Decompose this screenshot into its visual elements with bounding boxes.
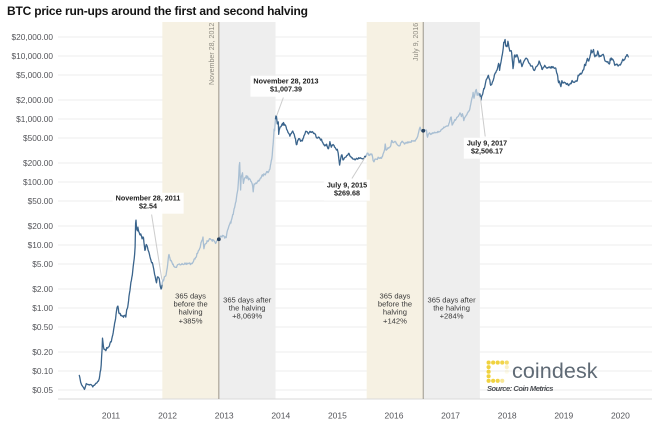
- annotation-leader-line: [276, 97, 284, 117]
- price-line: [274, 115, 367, 166]
- y-tick-label: $2.00: [32, 284, 53, 294]
- y-tick-label: $100.00: [23, 177, 53, 187]
- y-tick-label: $20.00: [28, 221, 54, 231]
- price-line: [479, 38, 629, 101]
- logo-dot: [486, 360, 491, 365]
- y-tick-label: $10,000.00: [11, 51, 53, 61]
- annotation-price: $2,506.17: [471, 147, 503, 156]
- x-tick-label: 2015: [328, 411, 347, 421]
- x-tick-label: 2016: [385, 411, 404, 421]
- coindesk-logo-icon: [486, 360, 509, 383]
- annotation-date: July 9, 2017: [466, 138, 508, 148]
- price-line: [78, 219, 163, 391]
- coindesk-brand: coindesk Source: Coin Metrics: [486, 358, 656, 398]
- annotation-date: November 28, 2013: [253, 76, 319, 86]
- logo-dot: [504, 365, 509, 370]
- band-caption-before-halving-2: 365 days before the halving +142%: [377, 291, 413, 326]
- x-tick-label: 2020: [611, 411, 630, 421]
- x-tick-label: 2012: [158, 411, 177, 421]
- y-tick-label: $1.00: [32, 303, 53, 313]
- halving-date-label-2: July 9, 2016: [412, 22, 421, 61]
- x-tick-label: 2019: [554, 411, 573, 421]
- logo-dot: [504, 360, 509, 365]
- y-tick-label: $50.00: [28, 196, 54, 206]
- logo-dot: [486, 378, 491, 383]
- y-tick-label: $500.00: [23, 133, 53, 143]
- annotation-jul-9-2015: July 9, 2015 $269.68: [323, 179, 371, 201]
- halving-band-after: [423, 22, 480, 399]
- y-tick-label: $5.00: [32, 259, 53, 269]
- y-tick-label: $0.20: [32, 347, 53, 357]
- y-tick-label: $0.05: [32, 385, 53, 395]
- annotation-price: $1,007.39: [270, 85, 302, 94]
- logo-dot: [486, 369, 491, 374]
- logo-dot: [500, 378, 505, 383]
- source-credit: Source: Coin Metrics: [487, 384, 554, 393]
- annotation-date: November 28, 2011: [115, 193, 181, 203]
- x-tick-label: 2014: [271, 411, 290, 421]
- annotation-leader-line: [151, 214, 163, 280]
- annotation-price: $269.68: [334, 189, 360, 198]
- x-tick-label: 2018: [498, 411, 517, 421]
- annotation-nov-28-2011: November 28, 2011 $2.54: [112, 192, 184, 214]
- y-tick-label: $2,000.00: [16, 95, 53, 105]
- logo-dot: [495, 360, 500, 365]
- halving-point-dot: [216, 237, 221, 242]
- annotation-leader-line: [351, 157, 366, 179]
- coindesk-wordmark: coindesk: [512, 359, 598, 383]
- x-tick-label: 2017: [441, 411, 460, 421]
- y-tick-label: $5,000.00: [16, 70, 53, 80]
- logo-dot: [491, 378, 496, 383]
- annotation-jul-9-2017: July 9, 2017 $2,506.17: [463, 137, 511, 159]
- y-tick-label: $0.50: [32, 322, 53, 332]
- band-caption-after-halving-2: 365 days after the halving +284%: [427, 295, 476, 322]
- halving-date-label-1: November 28, 2012: [207, 22, 216, 85]
- annotation-date: July 9, 2015: [326, 180, 368, 190]
- y-tick-label: $200.00: [23, 158, 53, 168]
- y-tick-label: $10.00: [28, 240, 54, 250]
- annotation-leader-line: [479, 96, 486, 137]
- band-caption-after-halving-1: 365 days after the halving +8,069%: [223, 295, 272, 322]
- y-tick-label: $0.10: [32, 366, 53, 376]
- logo-dot: [486, 365, 491, 370]
- annotation-price: $2.54: [138, 202, 157, 211]
- logo-dot: [486, 374, 491, 379]
- halving-point-dot: [421, 128, 426, 133]
- logo-dot: [500, 360, 505, 365]
- y-tick-label: $20,000.00: [11, 32, 53, 42]
- y-tick-label: $1,000.00: [16, 114, 53, 124]
- logo-dot: [491, 360, 496, 365]
- chart-title: BTC price run-ups around the first and s…: [7, 4, 308, 18]
- logo-dot: [495, 378, 500, 383]
- logo-dot: [504, 369, 509, 374]
- x-tick-label: 2013: [215, 411, 234, 421]
- annotation-nov-28-2013: November 28, 2013 $1,007.39: [250, 75, 322, 97]
- band-caption-before-halving-1: 365 days before the halving +385%: [173, 291, 208, 326]
- halving-band-before: [366, 22, 424, 399]
- x-tick-label: 2011: [102, 411, 121, 421]
